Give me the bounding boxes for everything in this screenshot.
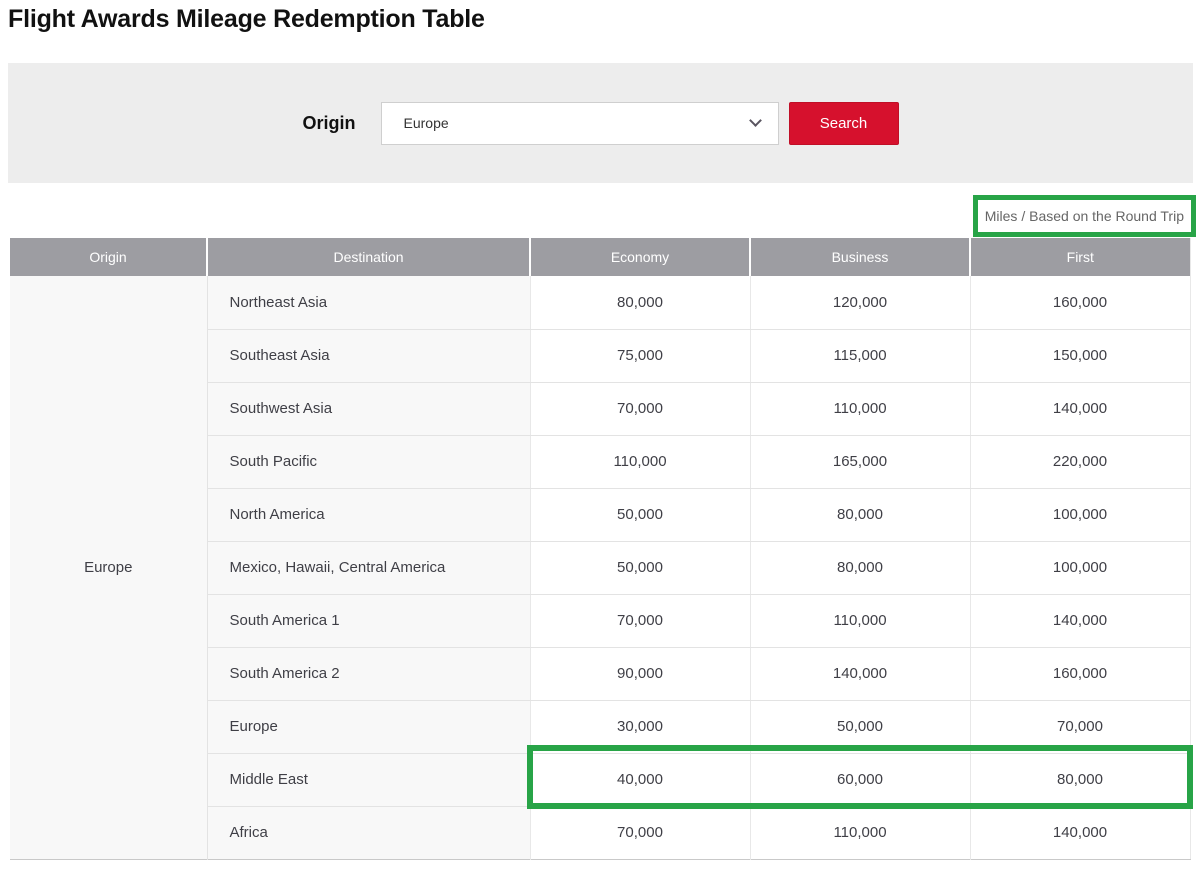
- first-cell: 220,000: [970, 435, 1190, 488]
- economy-cell: 70,000: [530, 594, 750, 647]
- business-cell: 80,000: [750, 488, 970, 541]
- economy-cell: 90,000: [530, 647, 750, 700]
- origin-label: Origin: [303, 113, 356, 134]
- destination-cell: Northeast Asia: [207, 276, 530, 329]
- business-cell: 165,000: [750, 435, 970, 488]
- origin-cell: Europe: [10, 276, 207, 859]
- destination-cell: Mexico, Hawaii, Central America: [207, 541, 530, 594]
- table-row-northeast-asia: EuropeNortheast Asia80,000120,000160,000: [10, 276, 1190, 329]
- first-cell: 140,000: [970, 382, 1190, 435]
- economy-cell: 110,000: [530, 435, 750, 488]
- business-cell: 120,000: [750, 276, 970, 329]
- column-header-economy: Economy: [530, 238, 750, 276]
- economy-cell: 50,000: [530, 488, 750, 541]
- mileage-table-wrap: OriginDestinationEconomyBusinessFirst Eu…: [10, 238, 1191, 860]
- business-cell: 110,000: [750, 382, 970, 435]
- economy-cell: 75,000: [530, 329, 750, 382]
- column-header-destination: Destination: [207, 238, 530, 276]
- round-trip-note: Miles / Based on the Round Trip: [985, 208, 1184, 224]
- origin-select[interactable]: Europe: [381, 102, 779, 145]
- business-cell: 115,000: [750, 329, 970, 382]
- economy-cell: 50,000: [530, 541, 750, 594]
- destination-cell: Middle East: [207, 753, 530, 806]
- column-header-origin: Origin: [10, 238, 207, 276]
- first-cell: 160,000: [970, 276, 1190, 329]
- economy-cell: 70,000: [530, 806, 750, 859]
- destination-cell: Africa: [207, 806, 530, 859]
- first-cell: 150,000: [970, 329, 1190, 382]
- destination-cell: Southeast Asia: [207, 329, 530, 382]
- economy-cell: 70,000: [530, 382, 750, 435]
- destination-cell: South America 2: [207, 647, 530, 700]
- search-panel: Origin Europe Search: [8, 63, 1193, 183]
- note-row: Miles / Based on the Round Trip: [0, 195, 1196, 237]
- first-cell: 100,000: [970, 541, 1190, 594]
- first-cell: 100,000: [970, 488, 1190, 541]
- destination-cell: South Pacific: [207, 435, 530, 488]
- note-highlight-box: Miles / Based on the Round Trip: [973, 195, 1196, 237]
- page-title: Flight Awards Mileage Redemption Table: [8, 5, 1201, 34]
- chevron-down-icon: [749, 114, 762, 127]
- business-cell: 50,000: [750, 700, 970, 753]
- table-header-row: OriginDestinationEconomyBusinessFirst: [10, 238, 1190, 276]
- first-cell: 160,000: [970, 647, 1190, 700]
- destination-cell: North America: [207, 488, 530, 541]
- first-cell: 70,000: [970, 700, 1190, 753]
- business-cell: 110,000: [750, 806, 970, 859]
- business-cell: 60,000: [750, 753, 970, 806]
- mileage-table: OriginDestinationEconomyBusinessFirst Eu…: [10, 238, 1191, 860]
- economy-cell: 30,000: [530, 700, 750, 753]
- first-cell: 140,000: [970, 594, 1190, 647]
- mileage-table-body: EuropeNortheast Asia80,000120,000160,000…: [10, 276, 1190, 859]
- search-button[interactable]: Search: [789, 102, 899, 145]
- business-cell: 80,000: [750, 541, 970, 594]
- destination-cell: Europe: [207, 700, 530, 753]
- first-cell: 80,000: [970, 753, 1190, 806]
- origin-select-value: Europe: [404, 115, 751, 131]
- destination-cell: Southwest Asia: [207, 382, 530, 435]
- business-cell: 110,000: [750, 594, 970, 647]
- destination-cell: South America 1: [207, 594, 530, 647]
- column-header-business: Business: [750, 238, 970, 276]
- first-cell: 140,000: [970, 806, 1190, 859]
- column-header-first: First: [970, 238, 1190, 276]
- economy-cell: 80,000: [530, 276, 750, 329]
- economy-cell: 40,000: [530, 753, 750, 806]
- business-cell: 140,000: [750, 647, 970, 700]
